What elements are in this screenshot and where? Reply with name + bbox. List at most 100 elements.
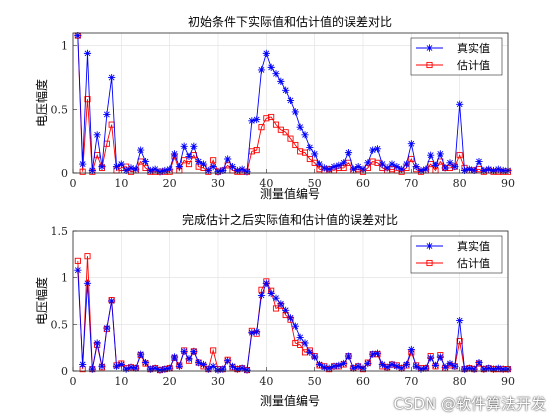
data-point-real [228, 362, 237, 370]
watermark: CSDN @软件算法开发 [393, 395, 546, 413]
data-point-real [378, 360, 386, 369]
data-point-real [209, 163, 217, 171]
data-point-estimate [408, 155, 415, 163]
data-point-real [480, 166, 488, 175]
legend-label-est: 估计值 [457, 59, 490, 72]
data-point-real [291, 322, 299, 330]
data-point-real [272, 70, 280, 78]
data-point-real [349, 364, 357, 372]
data-point-real [494, 165, 502, 173]
data-point-real [79, 360, 87, 369]
x-tick-label: 40 [259, 375, 273, 388]
data-point-real [175, 362, 183, 370]
data-point-real [151, 165, 159, 173]
data-point-real [485, 165, 493, 173]
data-point-real [456, 100, 464, 108]
data-point-real [427, 151, 435, 159]
legend-label-real: 真实值 [457, 41, 490, 55]
subplot-after-estimation: 0 10 20 30 40 50 60 70 80 90 0 0.5 1 1.5 完成估计之后实际值和估计… [34, 212, 515, 408]
data-point-real [98, 362, 106, 370]
data-point-real [398, 364, 406, 372]
data-point-real [311, 150, 319, 158]
chart-title: 完成估计之后实际值和估计值的误差对比 [182, 212, 398, 227]
data-point-real [282, 86, 290, 94]
data-point-real [402, 360, 411, 369]
data-point-estimate [287, 135, 294, 142]
data-point-real [320, 363, 328, 371]
x-tick-label: 0 [70, 177, 77, 190]
data-point-real [335, 361, 343, 369]
data-point-real [243, 366, 251, 374]
data-point-real [190, 347, 198, 355]
data-point-real [233, 365, 241, 373]
data-point-real [417, 365, 425, 373]
data-point-real [465, 165, 473, 173]
data-point-real [282, 306, 290, 314]
data-point-real [238, 165, 246, 173]
data-point-real [315, 160, 324, 168]
x-tick-label: 30 [211, 375, 225, 388]
data-point-estimate [79, 168, 86, 175]
data-point-real [161, 166, 169, 175]
data-point-real [296, 123, 304, 131]
data-point-real [354, 163, 362, 171]
axes-frame [72, 32, 509, 174]
data-point-real [156, 366, 164, 374]
data-point-real [219, 365, 227, 373]
x-tick-label: 10 [114, 375, 128, 388]
axes-frame [72, 230, 509, 372]
data-point-real [441, 363, 449, 371]
x-tick-label: 60 [356, 177, 370, 190]
y-tick-label: 0.5 [51, 318, 69, 331]
data-point-real [494, 364, 502, 372]
data-point-real [407, 140, 415, 148]
data-point-estimate [253, 147, 260, 154]
data-point-real [383, 363, 391, 371]
data-point-real [475, 359, 483, 367]
data-point-real [499, 365, 507, 373]
x-tick-label: 20 [163, 177, 177, 190]
data-point-real [170, 353, 179, 361]
legend-marker-real [425, 242, 434, 250]
y-tick-label: 0 [61, 365, 68, 378]
data-point-real [456, 317, 464, 325]
legend-marker-icon-real [425, 242, 434, 250]
data-point-real [112, 362, 121, 370]
data-point-real [388, 160, 396, 168]
x-axis-label: 测量值编号 [260, 186, 320, 201]
legend: 真实值 估计值 [410, 235, 503, 274]
data-point-real [407, 345, 415, 354]
data-point-real [417, 166, 425, 175]
x-tick-label: 50 [308, 375, 322, 388]
data-point-real [103, 110, 111, 119]
data-point-real [83, 49, 92, 57]
data-point-real [320, 164, 328, 172]
data-point-real [431, 161, 440, 169]
chart-title: 初始条件下实际值和估计值的误差对比 [188, 14, 392, 29]
legend-marker-icon-estimate [426, 259, 433, 267]
y-tick-label: 1 [61, 40, 68, 53]
data-point-real [175, 163, 183, 171]
data-point-real [79, 160, 87, 168]
data-point-real [277, 300, 285, 308]
data-point-estimate [282, 129, 289, 136]
series-line-real [77, 35, 508, 173]
data-point-real [373, 145, 382, 153]
data-point-real [398, 165, 406, 173]
data-point-real [451, 163, 459, 171]
data-point-real [253, 328, 261, 336]
x-tick-label: 80 [453, 375, 467, 388]
legend-box [410, 235, 503, 274]
data-point-real [190, 142, 198, 150]
data-point-real [296, 333, 304, 341]
data-point-real [185, 355, 193, 363]
data-point-real [364, 359, 372, 368]
data-point-real [470, 365, 478, 373]
data-point-real [199, 160, 208, 168]
data-point-real [93, 131, 101, 139]
legend-label-est: 估计值 [457, 257, 490, 270]
legend-label-real: 真实值 [457, 239, 490, 253]
data-point-real [431, 361, 440, 369]
y-tick-label: 1.5 [51, 225, 69, 238]
